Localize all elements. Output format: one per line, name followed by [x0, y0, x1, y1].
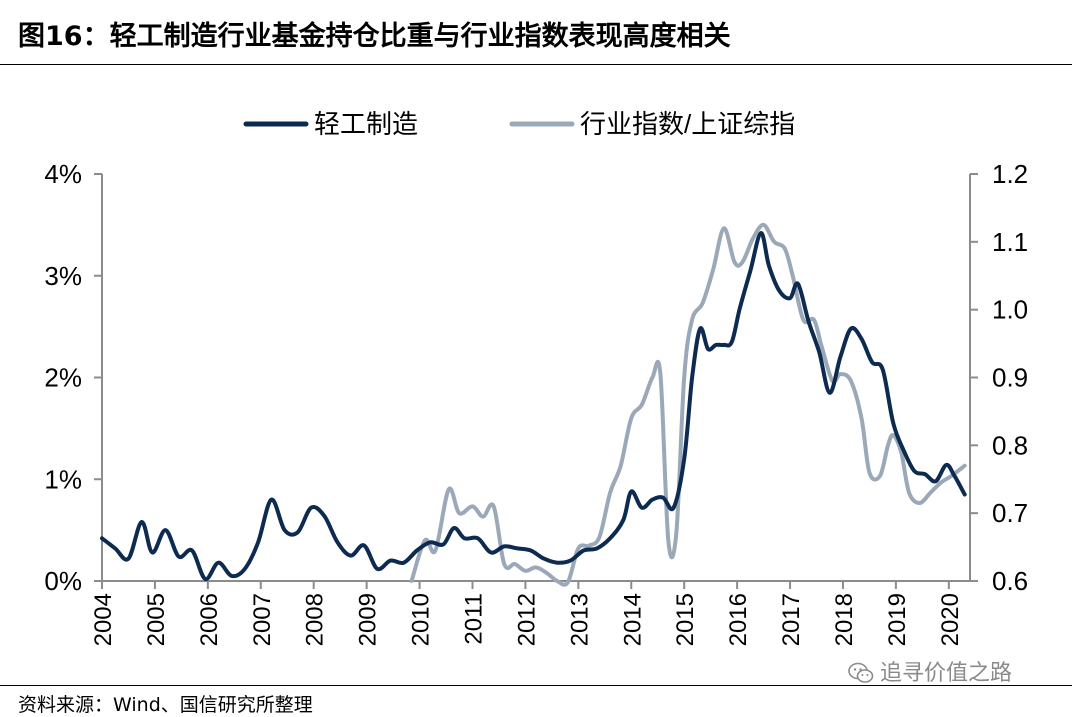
x-tick-label: 2008 [302, 593, 329, 646]
figure-title: 图16：轻工制造行业基金持仓比重与行业指数表现高度相关 [18, 21, 731, 52]
legend-label: 行业指数/上证综指 [580, 109, 795, 139]
x-tick-label: 2016 [725, 593, 752, 646]
x-tick-label: 2012 [513, 593, 540, 646]
x-tick-label: 2006 [196, 593, 223, 646]
legend-label: 轻工制造 [314, 109, 418, 139]
line-chart: 轻工制造 行业指数/上证综指 0% 1% 2% 3% 4% 0.6 0.7 0.8 0.9 1.0 1… [44, 109, 1028, 646]
watermark-label: 追寻价值之路 [880, 661, 1013, 686]
series-line-fund-weight [100, 230, 967, 582]
y-left-tick-label: 2% [44, 363, 82, 393]
x-tick-label: 2011 [460, 593, 487, 645]
title-divider [0, 64, 1072, 65]
x-tick-label: 2007 [249, 593, 276, 646]
x-tick-label: 2009 [355, 593, 382, 646]
y-right-tick-label: 0.7 [992, 498, 1028, 528]
x-tick-label: 2020 [937, 593, 964, 646]
x-tick-label: 2004 [90, 593, 117, 646]
source-note: 资料来源：Wind、国信研究所整理 [18, 694, 313, 716]
footer-divider [0, 685, 1072, 686]
y-right-tick-label: 1.2 [992, 159, 1028, 189]
series-line-index-ratio [409, 222, 967, 587]
figure-title-bar: 图16：轻工制造行业基金持仓比重与行业指数表现高度相关 [0, 0, 1072, 64]
chart-series [100, 222, 967, 587]
chart-axes: 0% 1% 2% 3% 4% 0.6 0.7 0.8 0.9 1.0 1.1 1.2 2004 2005 2… [44, 159, 1028, 646]
x-tick-label: 2019 [884, 593, 911, 646]
x-tick-label: 2014 [619, 593, 646, 646]
watermark: 追寻价值之路 [848, 655, 1012, 687]
x-tick-label: 2017 [778, 593, 805, 646]
x-tick-label: 2015 [672, 593, 699, 646]
x-tick-label: 2005 [143, 593, 170, 646]
y-right-tick-label: 1.0 [992, 295, 1028, 325]
y-right-tick-label: 0.6 [992, 566, 1028, 596]
x-tick-label: 2018 [831, 593, 858, 646]
wechat-icon [848, 662, 874, 683]
y-left-tick-label: 4% [44, 159, 82, 189]
chart-legend: 轻工制造 行业指数/上证综指 [243, 109, 795, 139]
y-left-tick-label: 3% [44, 261, 82, 291]
y-right-tick-label: 1.1 [992, 227, 1028, 257]
x-tick-label: 2010 [408, 593, 435, 646]
y-right-tick-label: 0.9 [992, 363, 1028, 393]
y-left-tick-label: 0% [44, 566, 82, 596]
x-tick-label: 2013 [566, 593, 593, 646]
y-right-tick-label: 0.8 [992, 430, 1028, 460]
y-left-tick-label: 1% [44, 464, 82, 494]
